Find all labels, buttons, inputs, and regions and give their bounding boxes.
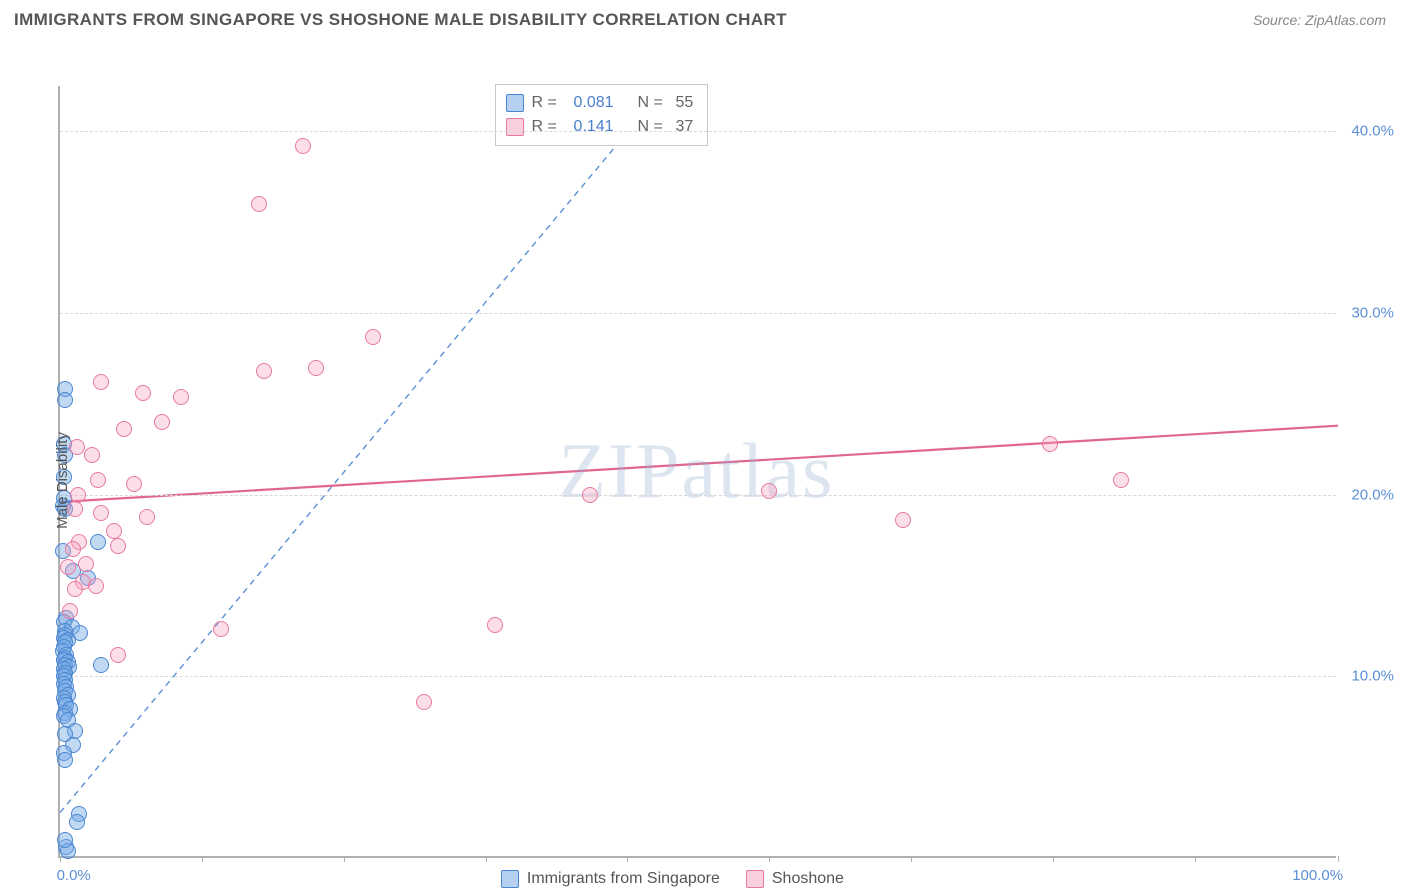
stats-n-value: 55	[676, 91, 694, 115]
x-tick-mark	[486, 856, 487, 862]
data-point	[1113, 472, 1129, 488]
source-attribution: Source: ZipAtlas.com	[1253, 12, 1386, 28]
trend-line	[60, 426, 1338, 502]
data-point	[416, 694, 432, 710]
data-point	[57, 832, 73, 848]
stats-n-value: 37	[676, 115, 694, 139]
data-point	[90, 472, 106, 488]
data-point	[69, 814, 85, 830]
data-point	[93, 657, 109, 673]
chart-title: IMMIGRANTS FROM SINGAPORE VS SHOSHONE MA…	[14, 10, 787, 30]
legend-label: Immigrants from Singapore	[527, 870, 720, 888]
data-point	[139, 509, 155, 525]
data-point	[70, 487, 86, 503]
series-legend: Immigrants from Singapore Shoshone	[501, 870, 844, 888]
stats-r-value: 0.081	[574, 91, 630, 115]
legend-item: Shoshone	[746, 870, 844, 888]
data-point	[365, 329, 381, 345]
data-point	[308, 360, 324, 376]
legend-swatch	[506, 94, 524, 112]
data-point	[582, 487, 598, 503]
legend-item: Immigrants from Singapore	[501, 870, 720, 888]
data-point	[78, 556, 94, 572]
y-tick-label: 10.0%	[1342, 668, 1394, 685]
data-point	[213, 621, 229, 637]
x-tick-mark	[769, 856, 770, 862]
gridline	[60, 495, 1336, 496]
x-tick-mark	[1053, 856, 1054, 862]
data-point	[65, 541, 81, 557]
data-point	[110, 538, 126, 554]
data-point	[62, 603, 78, 619]
trend-line	[60, 86, 673, 813]
stats-row: R = 0.141 N = 37	[506, 115, 694, 139]
gridline	[60, 676, 1336, 677]
data-point	[761, 483, 777, 499]
stats-legend-box: R = 0.081 N = 55 R = 0.141 N = 37	[495, 84, 709, 146]
x-tick-mark	[202, 856, 203, 862]
data-point	[67, 581, 83, 597]
stats-n-label: N =	[638, 91, 668, 115]
stats-r-label: R =	[532, 115, 566, 139]
data-point	[93, 374, 109, 390]
data-point	[93, 505, 109, 521]
data-point	[57, 752, 73, 768]
x-tick-mark	[1338, 856, 1339, 862]
data-point	[90, 534, 106, 550]
data-point	[88, 578, 104, 594]
data-point	[135, 385, 151, 401]
x-tick-mark	[627, 856, 628, 862]
y-axis-label: Male Disability	[54, 432, 71, 529]
stats-r-value: 0.141	[574, 115, 630, 139]
data-point	[251, 196, 267, 212]
data-point	[57, 392, 73, 408]
data-point	[60, 559, 76, 575]
gridline	[60, 131, 1336, 132]
y-tick-label: 30.0%	[1342, 305, 1394, 322]
legend-swatch	[501, 870, 519, 888]
data-point	[173, 389, 189, 405]
data-point	[154, 414, 170, 430]
stats-r-label: R =	[532, 91, 566, 115]
data-point	[84, 447, 100, 463]
data-point	[126, 476, 142, 492]
x-tick-mark	[911, 856, 912, 862]
data-point	[895, 512, 911, 528]
y-tick-label: 40.0%	[1342, 123, 1394, 140]
data-point	[295, 138, 311, 154]
x-tick-label: 100.0%	[1292, 867, 1343, 884]
stats-row: R = 0.081 N = 55	[506, 91, 694, 115]
data-point	[69, 439, 85, 455]
x-tick-label: 0.0%	[57, 867, 91, 884]
data-point	[256, 363, 272, 379]
x-tick-mark	[60, 856, 61, 862]
x-tick-mark	[344, 856, 345, 862]
data-point	[106, 523, 122, 539]
y-tick-label: 20.0%	[1342, 486, 1394, 503]
legend-label: Shoshone	[772, 870, 844, 888]
legend-swatch	[746, 870, 764, 888]
x-tick-mark	[1195, 856, 1196, 862]
stats-n-label: N =	[638, 115, 668, 139]
gridline	[60, 313, 1336, 314]
data-point	[110, 647, 126, 663]
data-point	[1042, 436, 1058, 452]
legend-swatch	[506, 118, 524, 136]
watermark: ZIPatlas	[558, 426, 834, 516]
data-point	[116, 421, 132, 437]
data-point	[487, 617, 503, 633]
plot-area: ZIPatlas R =0.081N =55R =0.141N =37 Immi…	[58, 86, 1336, 858]
